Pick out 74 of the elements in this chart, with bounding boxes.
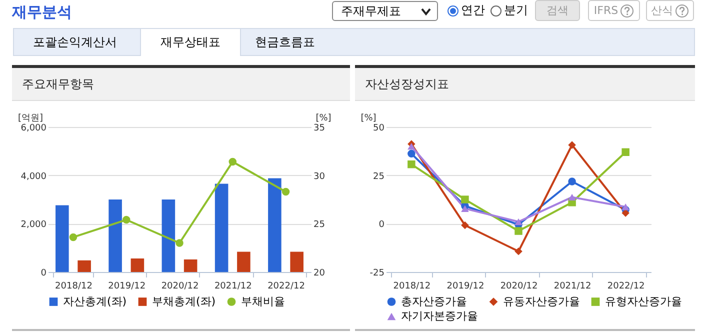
point xyxy=(514,218,522,226)
point xyxy=(408,150,416,158)
chart-title: 자산성장성지표 xyxy=(355,68,695,101)
point xyxy=(622,148,630,156)
point xyxy=(176,239,184,247)
bar xyxy=(214,184,228,272)
point xyxy=(461,221,469,230)
point xyxy=(228,158,237,166)
bar xyxy=(108,200,122,272)
point xyxy=(69,233,78,242)
x-tick-label: 2020/12 xyxy=(500,282,538,292)
legend-label: 총자산증가율 xyxy=(401,294,467,308)
point xyxy=(568,194,576,201)
y2-tick-label: 25 xyxy=(314,220,325,230)
bar xyxy=(184,259,198,272)
y-tick-label: 0 xyxy=(378,220,385,230)
point xyxy=(461,205,469,212)
y-tick-label: 25 xyxy=(373,172,384,182)
y-tick-label: 4,000 xyxy=(20,172,47,182)
legend-label: 자산총계(좌) xyxy=(63,294,127,308)
x-tick-label: 2020/12 xyxy=(161,282,199,292)
y-tick-label: -25 xyxy=(370,268,384,278)
bar xyxy=(268,178,282,272)
text: 현금흐름표 xyxy=(254,34,316,50)
legend-label: 유동자산증가율 xyxy=(503,294,580,308)
point xyxy=(282,188,290,196)
point xyxy=(568,141,576,149)
bar xyxy=(237,252,250,272)
x-tick-label: 2018/12 xyxy=(55,282,92,292)
point xyxy=(122,216,130,224)
legend-label: 유형자산증가율 xyxy=(605,294,682,308)
y2-tick-label: 20 xyxy=(314,268,326,278)
x-tick-label: 2019/12 xyxy=(108,282,146,292)
bar xyxy=(162,200,176,272)
y-axis-title: [억원] xyxy=(18,114,44,124)
point xyxy=(514,247,522,256)
legend-label: 부채총계(좌) xyxy=(152,294,216,308)
bar xyxy=(56,205,69,272)
legend-label: 부채비율 xyxy=(241,294,285,308)
x-tick-label: 2022/12 xyxy=(268,282,305,292)
text: 재무상태표 xyxy=(140,28,241,56)
x-tick-label: 2021/12 xyxy=(214,282,252,292)
x-tick-label: 2022/12 xyxy=(607,282,645,292)
text: IFRS xyxy=(594,4,618,17)
legend-label: 자기자본증가율 xyxy=(401,310,478,322)
point xyxy=(408,160,416,168)
point xyxy=(514,227,522,235)
y2-axis-title: [%] xyxy=(316,114,332,124)
point xyxy=(622,203,630,210)
text: 산식 xyxy=(651,3,673,18)
point xyxy=(461,196,469,204)
text: 재무분석 xyxy=(12,3,72,22)
point xyxy=(568,178,576,186)
text: 포괄손익계산서 xyxy=(32,34,118,50)
y-axis-title: [%] xyxy=(360,114,376,124)
text: 검색 xyxy=(546,3,568,18)
text: 분기 xyxy=(504,2,528,19)
point xyxy=(622,209,630,217)
text: 주재무제표 xyxy=(341,4,401,18)
y-tick-label: 6,000 xyxy=(20,124,47,134)
y-tick-label: 50 xyxy=(373,124,385,134)
y2-tick-label: 35 xyxy=(314,124,325,134)
y-tick-label: 0 xyxy=(40,268,47,278)
x-tick-label: 2018/12 xyxy=(393,282,431,292)
x-tick-label: 2021/12 xyxy=(554,282,592,292)
x-tick-label: 2019/12 xyxy=(446,282,484,292)
point xyxy=(408,142,416,150)
bar xyxy=(78,260,91,272)
chart-title: 주요재무항목 xyxy=(12,68,350,101)
y2-tick-label: 30 xyxy=(314,172,326,182)
text: 연간 xyxy=(461,2,485,19)
y-tick-label: 2,000 xyxy=(20,220,47,230)
bar xyxy=(130,258,144,272)
bar xyxy=(290,252,304,272)
